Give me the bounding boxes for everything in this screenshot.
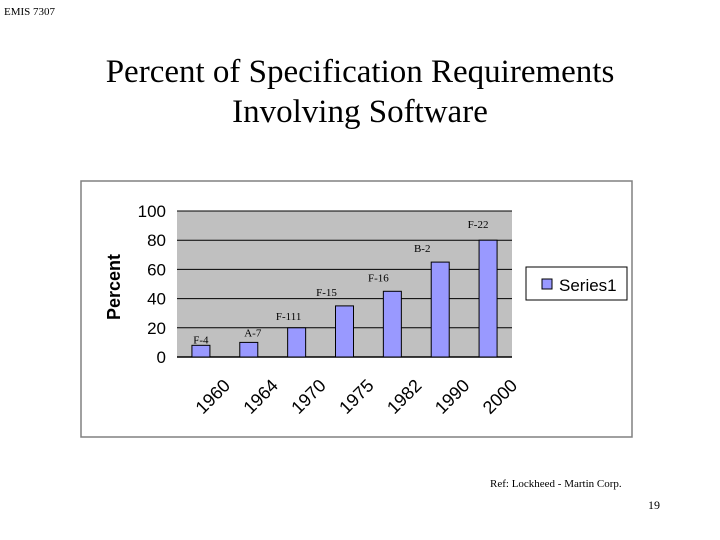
bar-annotation: F-15 (316, 287, 337, 299)
bar-annotation: F-16 (368, 272, 389, 284)
y-tick-label: 100 (138, 202, 166, 221)
y-tick-label: 20 (147, 319, 166, 338)
y-tick-label: 40 (147, 290, 166, 309)
page-number: 19 (648, 498, 660, 512)
slide-title: Percent of Specification Requirements In… (0, 52, 720, 132)
bar-annotations: F-4 A-7 F-111 F-15 F-16 B-2 F-22 (193, 219, 488, 346)
legend-label: Series1 (559, 276, 617, 295)
bar-2000 (478, 239, 498, 358)
bar-1990 (430, 261, 450, 358)
bar-annotation: F-111 (276, 311, 301, 323)
bar-annotation: F-22 (468, 219, 489, 231)
legend-swatch (541, 278, 553, 290)
title-line-1: Percent of Specification Requirements (105, 54, 615, 90)
y-tick-label: 60 (147, 260, 166, 279)
bar-annotation: B-2 (414, 243, 431, 255)
bar-1964 (239, 341, 259, 358)
bar-annotation: A-7 (244, 327, 262, 339)
bar-1982 (382, 290, 402, 358)
y-tick-label: 80 (147, 231, 166, 250)
reference-note: Ref: Lockheed - Martin Corp. (490, 478, 622, 490)
title-line-2: Involving Software (232, 94, 488, 130)
bar-1960 (191, 344, 211, 358)
y-tick-labels: 0 20 40 60 80 100 (138, 202, 166, 367)
y-axis-label: Percent (104, 254, 124, 320)
legend: Series1 (525, 266, 628, 301)
header-label: EMIS 7307 (4, 6, 56, 18)
bar-annotation: F-4 (193, 334, 209, 346)
bars (191, 239, 498, 358)
y-tick-label: 0 (157, 348, 166, 367)
bar-1975 (335, 305, 354, 358)
bar-1970 (287, 327, 307, 358)
